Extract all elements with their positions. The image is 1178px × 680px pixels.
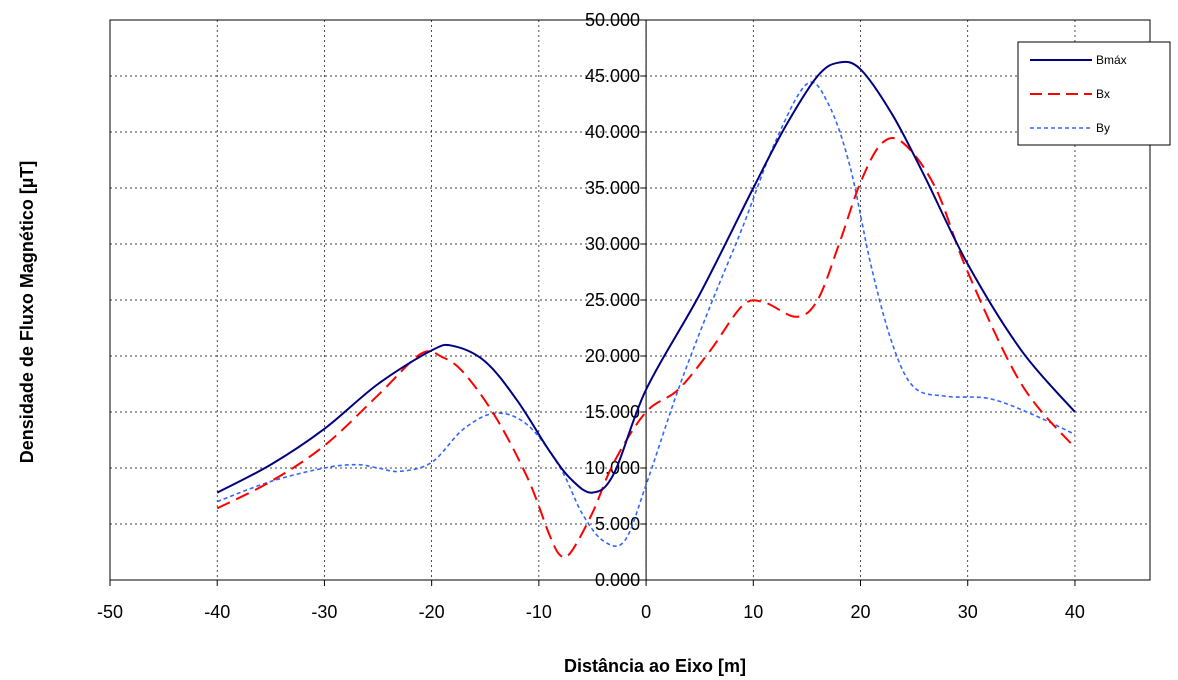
- x-tick-label: -30: [311, 602, 337, 622]
- legend-label-1: Bx: [1096, 87, 1110, 101]
- y-tick-label: 15.000: [585, 402, 640, 422]
- x-tick-label: 0: [641, 602, 651, 622]
- series-line-0: [216, 60, 1076, 494]
- series-line-2: [216, 81, 1076, 547]
- legend-label-2: By: [1096, 121, 1110, 135]
- y-tick-label: 30.000: [585, 234, 640, 254]
- y-tick-label: 20.000: [585, 346, 640, 366]
- legend-label-0: Bmáx: [1096, 53, 1127, 67]
- y-tick-label: 10.000: [585, 458, 640, 478]
- y-tick-label: 40.000: [585, 122, 640, 142]
- y-tick-label: 25.000: [585, 290, 640, 310]
- y-tick-label: 5.000: [595, 514, 640, 534]
- series-group: [216, 60, 1076, 559]
- tick-labels: -50 -40 -30 -20 -10 0 10 20 30 40 0.000 5.000 10.000…: [97, 10, 1085, 622]
- x-axis-title: Distância ao Eixo [m]: [564, 656, 746, 676]
- y-tick-label: 45.000: [585, 66, 640, 86]
- y-tick-label: 0.000: [595, 570, 640, 590]
- x-tick-label: 40: [1065, 602, 1085, 622]
- series-line-1: [216, 136, 1076, 559]
- y-axis-title: Densidade de Fluxo Magnético [µT]: [17, 161, 37, 463]
- y-tick-label: 35.000: [585, 178, 640, 198]
- x-tick-label: -10: [526, 602, 552, 622]
- x-tick-label: 20: [850, 602, 870, 622]
- x-tick-label: -20: [419, 602, 445, 622]
- x-tick-label: 10: [743, 602, 763, 622]
- x-tick-label: -40: [204, 602, 230, 622]
- x-tick-label: -50: [97, 602, 123, 622]
- x-tick-label: 30: [958, 602, 978, 622]
- y-tick-label: 50.000: [585, 10, 640, 30]
- grid: [110, 20, 1150, 580]
- legend: Bmáx Bx By: [1017, 41, 1171, 146]
